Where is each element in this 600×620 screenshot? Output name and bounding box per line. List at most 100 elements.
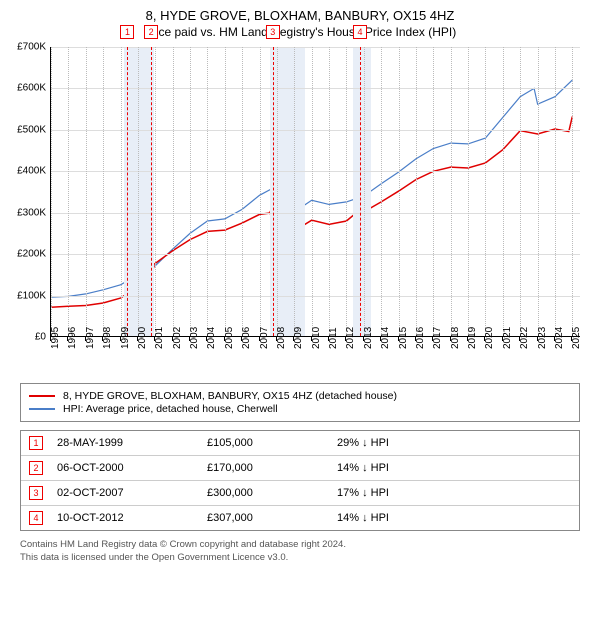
sale-hpi-diff: 17% ↓ HPI [337, 487, 477, 499]
gridline-v [121, 47, 122, 336]
gridline-v [207, 47, 208, 336]
x-tick-label: 1999 [120, 327, 131, 349]
gridline-v [364, 47, 365, 336]
gridline-v [51, 47, 52, 336]
x-tick-label: 2008 [276, 327, 287, 349]
x-tick-label: 2004 [206, 327, 217, 349]
gridline-v [572, 47, 573, 336]
shaded-band [270, 47, 305, 336]
gridline-v [103, 47, 104, 336]
footer-line-1: Contains HM Land Registry data © Crown c… [20, 539, 580, 552]
x-tick-label: 2012 [345, 327, 356, 349]
gridline-v [433, 47, 434, 336]
gridline-v [294, 47, 295, 336]
page-title: 8, HYDE GROVE, BLOXHAM, BANBURY, OX15 4H… [10, 8, 590, 23]
sale-marker-box: 2 [144, 25, 158, 39]
gridline-h [51, 171, 580, 172]
sale-price: £300,000 [207, 487, 337, 499]
chart: £0£100K£200K£300K£400K£500K£600K£700K 12… [10, 47, 590, 377]
gridline-v [346, 47, 347, 336]
sale-vline [127, 47, 128, 336]
sale-date: 28-MAY-1999 [57, 437, 207, 449]
gridline-v [555, 47, 556, 336]
footer: Contains HM Land Registry data © Crown c… [20, 539, 580, 565]
gridline-v [155, 47, 156, 336]
sale-number-box: 3 [29, 486, 43, 500]
legend-swatch [29, 408, 55, 410]
legend-label: HPI: Average price, detached house, Cher… [63, 403, 278, 415]
gridline-v [538, 47, 539, 336]
gridline-v [399, 47, 400, 336]
gridline-h [51, 47, 580, 48]
sale-vline [360, 47, 361, 336]
gridline-h [51, 130, 580, 131]
y-tick-label: £500K [17, 124, 46, 135]
gridline-h [51, 254, 580, 255]
x-tick-label: 1995 [50, 327, 61, 349]
legend: 8, HYDE GROVE, BLOXHAM, BANBURY, OX15 4H… [20, 383, 580, 422]
y-tick-label: £400K [17, 166, 46, 177]
sale-marker-box: 1 [120, 25, 134, 39]
sale-number-box: 4 [29, 511, 43, 525]
gridline-v [416, 47, 417, 336]
y-tick-label: £700K [17, 42, 46, 53]
gridline-v [503, 47, 504, 336]
x-tick-label: 2002 [172, 327, 183, 349]
footer-line-2: This data is licensed under the Open Gov… [20, 552, 580, 565]
y-tick-label: £0 [35, 332, 46, 343]
table-row: 2 06-OCT-2000£170,00014% ↓ HPI [21, 456, 579, 481]
x-tick-label: 2022 [519, 327, 530, 349]
x-tick-label: 2023 [537, 327, 548, 349]
sale-hpi-diff: 14% ↓ HPI [337, 462, 477, 474]
gridline-v [451, 47, 452, 336]
gridline-v [485, 47, 486, 336]
sale-date: 02-OCT-2007 [57, 487, 207, 499]
x-tick-label: 2018 [450, 327, 461, 349]
y-tick-label: £100K [17, 290, 46, 301]
legend-swatch [29, 395, 55, 397]
x-tick-label: 2003 [189, 327, 200, 349]
sale-date: 06-OCT-2000 [57, 462, 207, 474]
legend-row: HPI: Average price, detached house, Cher… [29, 403, 571, 415]
gridline-v [190, 47, 191, 336]
sale-price: £105,000 [207, 437, 337, 449]
x-tick-label: 1996 [67, 327, 78, 349]
x-tick-label: 2001 [154, 327, 165, 349]
sale-number-box: 2 [29, 461, 43, 475]
gridline-v [260, 47, 261, 336]
y-tick-label: £300K [17, 207, 46, 218]
legend-row: 8, HYDE GROVE, BLOXHAM, BANBURY, OX15 4H… [29, 390, 571, 402]
gridline-v [173, 47, 174, 336]
gridline-v [312, 47, 313, 336]
x-tick-label: 2011 [328, 327, 339, 349]
y-tick-label: £200K [17, 249, 46, 260]
table-row: 410-OCT-2012£307,00014% ↓ HPI [21, 506, 579, 530]
gridline-v [520, 47, 521, 336]
x-tick-label: 2016 [415, 327, 426, 349]
sale-price: £307,000 [207, 512, 337, 524]
sale-marker-box: 3 [266, 25, 280, 39]
x-tick-label: 2006 [241, 327, 252, 349]
x-tick-label: 2014 [380, 327, 391, 349]
x-tick-label: 1997 [85, 327, 96, 349]
legend-label: 8, HYDE GROVE, BLOXHAM, BANBURY, OX15 4H… [63, 390, 397, 402]
y-tick-label: £600K [17, 83, 46, 94]
gridline-h [51, 213, 580, 214]
x-tick-label: 2017 [432, 327, 443, 349]
sale-hpi-diff: 29% ↓ HPI [337, 437, 477, 449]
gridline-v [68, 47, 69, 336]
gridline-v [468, 47, 469, 336]
sale-marker-box: 4 [353, 25, 367, 39]
x-tick-label: 2007 [259, 327, 270, 349]
y-axis: £0£100K£200K£300K£400K£500K£600K£700K [10, 47, 50, 337]
x-tick-label: 2013 [363, 327, 374, 349]
gridline-v [225, 47, 226, 336]
x-axis: 1995199619971998199920002001200220032004… [50, 339, 580, 379]
x-tick-label: 2019 [467, 327, 478, 349]
gridline-v [329, 47, 330, 336]
x-tick-label: 2024 [554, 327, 565, 349]
sale-number-box: 1 [29, 436, 43, 450]
x-tick-label: 2009 [293, 327, 304, 349]
sale-price: £170,000 [207, 462, 337, 474]
gridline-v [381, 47, 382, 336]
